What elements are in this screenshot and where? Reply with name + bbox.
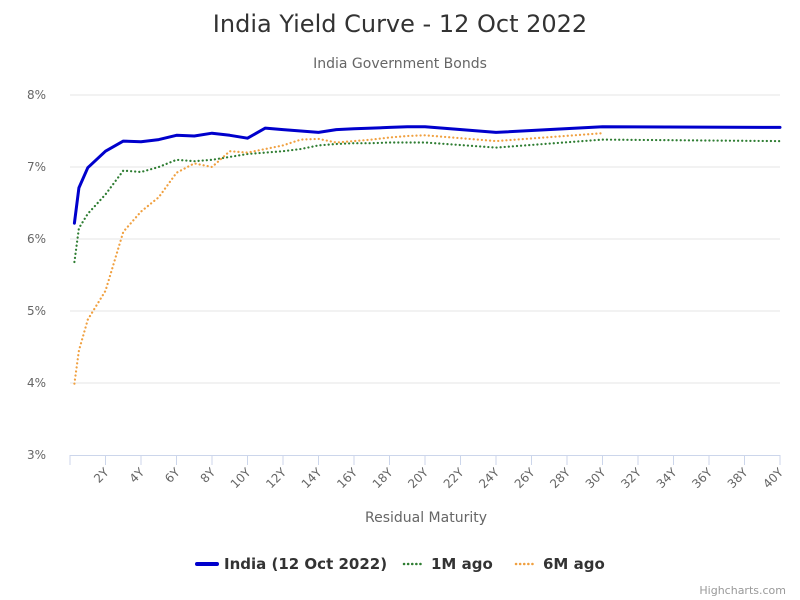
x-tick-label: 22Y (441, 465, 467, 491)
y-tick-label: 7% (27, 160, 46, 174)
x-tick-label: 36Y (689, 465, 715, 491)
x-tick-label: 34Y (654, 465, 680, 491)
x-tick-label: 38Y (725, 465, 751, 491)
legend-label: India (12 Oct 2022) (224, 555, 387, 573)
legend: India (12 Oct 2022) 1M ago 6M ago (195, 555, 605, 573)
series-lines (72, 125, 782, 385)
x-tick-label: 12Y (263, 465, 289, 491)
x-tick-label: 40Y (760, 465, 786, 491)
x-tick-label: 28Y (547, 465, 573, 491)
y-tick-label: 3% (27, 448, 46, 462)
x-tick-label: 10Y (228, 465, 254, 491)
series-line[interactable] (72, 125, 782, 225)
legend-label: 6M ago (543, 555, 605, 573)
x-tick-label: 6Y (162, 465, 183, 486)
grid-lines (70, 94, 780, 384)
y-tick-label: 4% (27, 376, 46, 390)
x-tick-label: 26Y (512, 465, 538, 491)
series-line[interactable] (73, 138, 782, 264)
x-tick-label: 4Y (127, 465, 148, 486)
y-axis-ticks: 3% 4% 5% 6% 7% 8% (27, 88, 46, 462)
x-tick-label: 18Y (370, 465, 396, 491)
legend-label: 1M ago (431, 555, 493, 573)
x-axis-title: Residual Maturity (365, 510, 487, 526)
x-tick-label: 30Y (583, 465, 609, 491)
y-tick-label: 5% (27, 304, 46, 318)
legend-item[interactable]: 6M ago (514, 555, 605, 573)
legend-item[interactable]: 1M ago (402, 555, 493, 573)
chart-subtitle: India Government Bonds (313, 56, 487, 72)
chart-title: India Yield Curve - 12 Oct 2022 (213, 10, 587, 38)
x-tick-label: 24Y (476, 465, 502, 491)
x-tick-label: 16Y (334, 465, 360, 491)
series-line[interactable] (73, 132, 604, 385)
y-tick-label: 6% (27, 232, 46, 246)
credits-label[interactable]: Highcharts.com (699, 584, 786, 597)
x-tick-label: 8Y (198, 465, 219, 486)
x-tick-label: 2Y (91, 465, 112, 486)
x-tick-label: 14Y (299, 465, 325, 491)
x-axis-ticks: 2Y 4Y 6Y 8Y 10Y 12Y 14Y 16Y 18Y 20Y 22Y 24Y 26Y 28Y 30… (69, 455, 787, 491)
x-tick-label: 20Y (405, 465, 431, 491)
x-tick-label: 32Y (618, 465, 644, 491)
legend-item[interactable]: India (12 Oct 2022) (195, 555, 387, 573)
y-tick-label: 8% (27, 88, 46, 102)
